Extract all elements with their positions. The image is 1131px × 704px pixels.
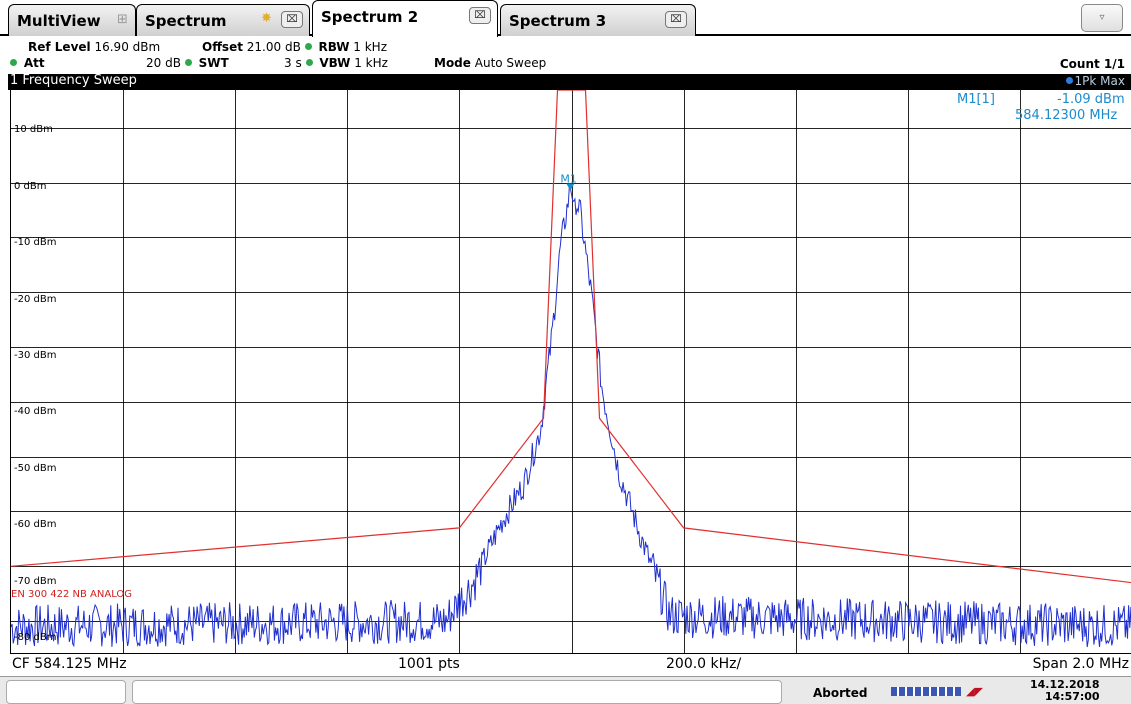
status-message-field[interactable] xyxy=(132,680,782,704)
close-icon[interactable]: ⌧ xyxy=(665,11,687,28)
mode-value: Auto Sweep xyxy=(474,56,547,70)
limit-line xyxy=(11,90,1131,584)
mode-setting[interactable]: Mode Auto Sweep xyxy=(434,56,546,70)
logo-icon: ◢◤ xyxy=(966,685,983,698)
marker-triangle-icon xyxy=(566,183,575,191)
grid-icon: ⊞ xyxy=(117,12,128,27)
vbw-indicator-icon xyxy=(305,59,313,66)
spectrum-chart: M1 xyxy=(11,90,1131,654)
diagram-title-bar[interactable]: 1 Frequency Sweep 1Pk Max xyxy=(8,73,1131,90)
diagram-title: 1 Frequency Sweep xyxy=(10,73,137,88)
progress-bar xyxy=(891,687,961,696)
close-icon[interactable]: ⌧ xyxy=(281,11,303,28)
marker-label: M1 xyxy=(560,173,577,186)
frequency-per-division: 200.0 kHz/ xyxy=(666,656,742,672)
y-tick-label: -10 dBm xyxy=(14,237,57,248)
att-indicator-icon xyxy=(10,59,17,66)
y-tick-label: -30 dBm xyxy=(14,350,57,361)
y-tick-label: 0 dBm xyxy=(14,181,47,192)
trace-label: 1Pk Max xyxy=(1074,74,1125,88)
date: 14.12.2018 xyxy=(1030,678,1100,691)
time: 14:57:00 xyxy=(1044,690,1100,703)
tab-spectrum-3[interactable]: Spectrum 3 ⌧ xyxy=(500,4,696,36)
att-label: Att xyxy=(23,56,45,70)
date-time: 14.12.2018 14:57:00 xyxy=(1030,679,1100,703)
limit-line-name: EN 300 422 NB ANALOG xyxy=(11,589,133,600)
spectrum-plot[interactable]: M1 10 dBm 0 dBm -10 dBm -20 dBm -30 dBm … xyxy=(10,90,1131,654)
swt-vbw-setting[interactable]: 3 s VBW 1 kHz xyxy=(284,56,388,70)
y-tick-label: 10 dBm xyxy=(14,124,53,135)
chevron-down-icon: ▿ xyxy=(1099,12,1105,23)
tab-multiview[interactable]: MultiView ⊞ xyxy=(8,4,136,36)
ref-level-setting[interactable]: Ref Level 16.90 dBm xyxy=(28,40,160,54)
att-setting[interactable]: Att xyxy=(10,56,45,70)
swt-label: SWT xyxy=(198,56,229,70)
frequency-span[interactable]: Span 2.0 MHz xyxy=(1032,656,1129,672)
rbw-label: RBW xyxy=(318,40,350,54)
trace-dot-icon xyxy=(1065,77,1073,84)
tab-spectrum-3-label: Spectrum 3 xyxy=(509,12,607,30)
tab-spectrum-2[interactable]: Spectrum 2 ⌧ xyxy=(312,0,498,37)
rbw-value: 1 kHz xyxy=(353,40,387,54)
rbw-indicator-icon xyxy=(304,43,312,50)
att-value: 20 dB SWT xyxy=(146,56,229,70)
sweep-points[interactable]: 1001 pts xyxy=(398,656,460,672)
trace-line xyxy=(11,185,1131,648)
center-frequency[interactable]: CF 584.125 MHz xyxy=(12,656,127,672)
tab-spectrum-2-label: Spectrum 2 xyxy=(321,8,419,26)
close-icon[interactable]: ⌧ xyxy=(469,7,491,24)
trace-indicator[interactable]: 1Pk Max xyxy=(1065,74,1125,88)
tab-menu-button[interactable]: ▿ xyxy=(1081,4,1123,32)
ref-level-value: 16.90 dBm xyxy=(94,40,161,54)
ref-level-label: Ref Level xyxy=(28,40,91,54)
offset-value: 21.00 dB xyxy=(246,40,301,54)
star-icon: ✸ xyxy=(261,11,272,26)
status-bar: Aborted ◢◤ 14.12.2018 14:57:00 xyxy=(0,676,1131,704)
sweep-count: Count 1/1 xyxy=(1059,57,1125,71)
y-tick-label: -40 dBm xyxy=(14,406,57,417)
marker-name: M1[1] xyxy=(957,92,995,107)
offset-label: Offset xyxy=(202,40,243,54)
offset-setting[interactable]: Offset 21.00 dB RBW 1 kHz xyxy=(202,40,387,54)
swt-indicator-icon xyxy=(184,59,192,66)
vbw-value: 1 kHz xyxy=(354,56,388,70)
y-tick-label: -70 dBm xyxy=(14,576,57,587)
tab-bar: MultiView ⊞ Spectrum ✸ ⌧ Spectrum 2 ⌧ Sp… xyxy=(0,0,1131,37)
y-tick-label: -60 dBm xyxy=(14,519,57,530)
marker-frequency: 584.12300 MHz xyxy=(1015,108,1118,123)
marker-level: -1.09 dBm xyxy=(1057,92,1125,107)
sweep-status: Aborted xyxy=(813,686,868,700)
status-field-left[interactable] xyxy=(6,680,126,704)
tab-spectrum-label: Spectrum xyxy=(145,12,227,30)
mode-label: Mode xyxy=(434,56,471,70)
y-tick-label: -50 dBm xyxy=(14,463,57,474)
tab-spectrum[interactable]: Spectrum ✸ ⌧ xyxy=(136,4,310,36)
vbw-label: VBW xyxy=(319,56,351,70)
x-axis-info: CF 584.125 MHz 1001 pts 200.0 kHz/ Span … xyxy=(10,656,1131,674)
tab-multiview-label: MultiView xyxy=(17,12,101,30)
y-tick-label: -80 dBm xyxy=(14,632,57,643)
settings-header: Ref Level 16.90 dBm Offset 21.00 dB RBW … xyxy=(0,38,1131,74)
y-tick-label: -20 dBm xyxy=(14,294,57,305)
swt-value: 3 s xyxy=(284,56,302,70)
